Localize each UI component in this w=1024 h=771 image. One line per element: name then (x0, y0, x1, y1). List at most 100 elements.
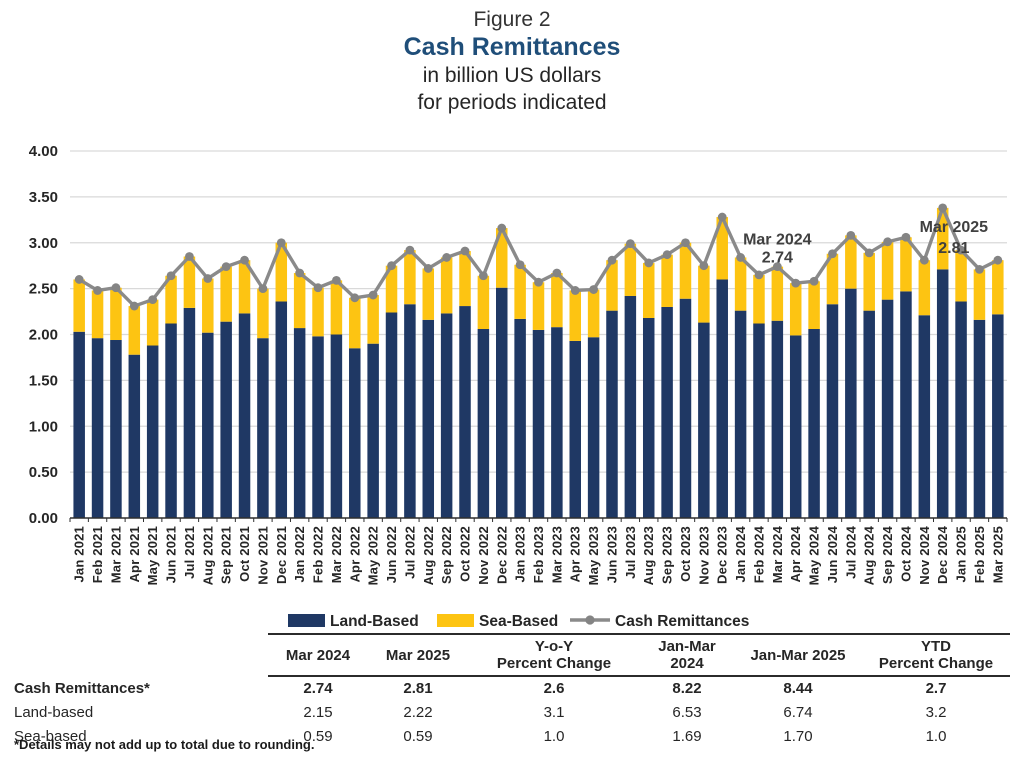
bar-sea-based (679, 242, 692, 299)
x-axis-label: Nov 2022 (476, 526, 491, 585)
annotation-value: 2.81 (938, 240, 969, 257)
bar-land-based (863, 310, 875, 518)
table-cell: 1.0 (925, 728, 947, 745)
line-marker (607, 255, 617, 265)
x-axis-label: Feb 2023 (531, 526, 546, 583)
x-axis-label: Sep 2021 (219, 526, 234, 584)
bar-sea-based (826, 253, 839, 305)
x-axis-label: Feb 2021 (90, 526, 105, 583)
bar-sea-based (661, 254, 673, 307)
x-axis-label: Jan 2021 (72, 526, 87, 583)
line-marker (332, 275, 341, 285)
line-marker (276, 238, 286, 248)
line-marker (368, 290, 378, 300)
bar-sea-based (863, 252, 875, 311)
bar-sea-based (716, 217, 728, 280)
figure-label: Figure 2 (473, 8, 551, 31)
table-header-spacer (0, 633, 268, 677)
bar-land-based (716, 279, 728, 518)
bar-sea-based (349, 297, 361, 349)
bar-sea-based (220, 266, 232, 322)
bar-sea-based (587, 289, 600, 338)
line-marker (717, 212, 727, 222)
legend-label: Cash Remittances (615, 613, 749, 630)
table-header-row: Mar 2024 Mar 2025 Y-o-Y Percent Change Jan-M… (0, 633, 1010, 677)
table-cell: 2.6 (543, 680, 565, 697)
y-axis-label: 2.00 (29, 327, 58, 344)
line-marker (93, 286, 102, 295)
bar-sea-based (275, 242, 288, 302)
line-marker (166, 271, 176, 281)
bar-land-based (440, 313, 453, 518)
table-column-header-line: YTD (921, 638, 951, 655)
x-axis-label: Jun 2021 (164, 526, 179, 583)
x-axis-label: May 2021 (145, 526, 160, 585)
table-column-header-line: Y-o-Y (534, 638, 574, 655)
line-marker (699, 261, 709, 271)
bar-sea-based (808, 281, 820, 329)
bar-land-based (91, 338, 104, 518)
x-axis-label: Dec 2021 (274, 526, 289, 584)
line-marker (589, 285, 599, 294)
bar-land-based (367, 343, 379, 518)
table-row: Sea-based 0.59 0.59 1.0 1.69 1.70 1.0 (0, 725, 1010, 749)
bar-sea-based (514, 264, 526, 319)
x-axis-label: Apr 2024 (788, 525, 803, 582)
line-marker (791, 278, 801, 288)
chart-header: Figure 2 Cash Remittances in billion US … (0, 6, 1024, 116)
y-axis-label: 3.00 (29, 235, 58, 252)
line-marker (919, 255, 929, 265)
table-column-header-line: Jan-Mar 2025 (750, 646, 846, 664)
bar-sea-based (789, 283, 802, 336)
x-axis-label: Jan 2025 (954, 526, 969, 583)
x-axis-label: Nov 2024 (917, 525, 932, 584)
bar-sea-based (202, 278, 214, 333)
bar-land-based (771, 320, 784, 518)
bar-sea-based (183, 256, 196, 308)
x-axis-label: Oct 2023 (678, 526, 693, 582)
line-marker (129, 301, 139, 311)
table-column-header: Jan-Mar 2025 (734, 633, 862, 677)
table-column-header-line: Jan-Mar 2024 (658, 638, 716, 672)
bar-land-based (661, 306, 673, 518)
bar-land-based (955, 301, 967, 518)
x-axis-label: Jun 2022 (384, 526, 399, 583)
bar-land-based (385, 312, 398, 518)
line-marker (185, 252, 194, 261)
bar-land-based (992, 314, 1004, 518)
bar-sea-based (753, 274, 765, 324)
y-axis-label: 1.00 (29, 418, 58, 435)
bar-land-based (220, 321, 232, 518)
bar-sea-based (385, 265, 398, 313)
bar-sea-based (146, 299, 159, 346)
bar-land-based (312, 336, 324, 518)
bar-sea-based (404, 250, 416, 305)
bar-land-based (128, 354, 141, 518)
x-axis-label: Sep 2023 (660, 526, 675, 584)
bar-sea-based (367, 295, 379, 344)
bar-sea-based (900, 237, 912, 292)
bar-sea-based (165, 275, 177, 324)
line-marker (423, 264, 433, 273)
bar-land-based (881, 299, 894, 518)
bar-sea-based (551, 273, 563, 328)
bar-sea-based (881, 241, 894, 300)
remittance-chart: 0.00 0.50 1.00 1.50 2.00 2.50 3.00 3.50 4.00 Jan … (29, 143, 1008, 630)
table-column-header: Jan-Mar 2024 (640, 633, 734, 677)
table-column-header: Mar 2024 (268, 633, 368, 677)
line-marker (460, 246, 470, 256)
bar-sea-based (312, 287, 324, 337)
bar-land-based (789, 335, 802, 518)
bar-sea-based (973, 269, 986, 320)
x-axis-label: Aug 2022 (421, 526, 436, 585)
x-axis-label: Jul 2021 (182, 526, 197, 579)
y-axis-label: 2.50 (29, 281, 58, 298)
line-marker (534, 277, 543, 287)
bar-land-based (642, 317, 655, 518)
line-marker (662, 250, 672, 260)
table-cell: 6.53 (672, 704, 702, 721)
line-marker (846, 231, 856, 240)
bar-land-based (459, 306, 471, 518)
x-axis-label: Oct 2024 (898, 525, 913, 581)
